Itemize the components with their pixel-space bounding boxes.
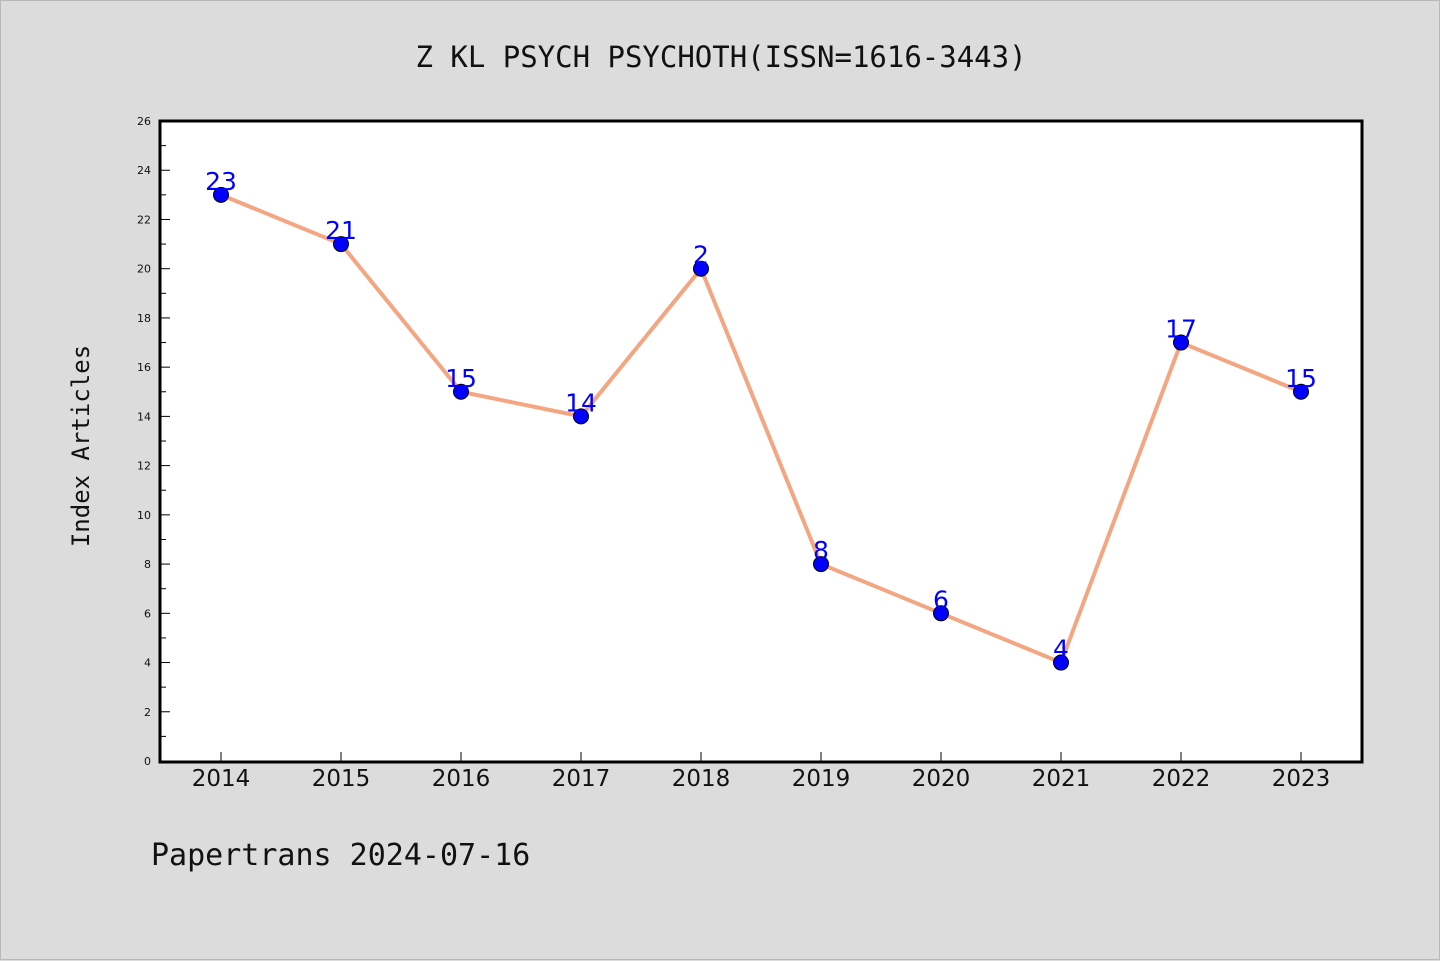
series-line-group: 23 21 15 14 2 8 6 4 17 15 [205, 167, 1317, 671]
data-label: 23 [205, 167, 237, 196]
data-point [1053, 654, 1069, 671]
data-point [1293, 383, 1309, 400]
y-tick-label: 10 [137, 509, 151, 522]
data-point [573, 408, 589, 425]
data-point [453, 383, 469, 400]
data-label: 4 [1053, 635, 1069, 664]
series-line [219, 192, 1303, 665]
x-tick-label: 2022 [1152, 766, 1211, 792]
y-tick-label: 16 [137, 361, 151, 374]
data-point [813, 556, 829, 573]
plot-area [158, 119, 1364, 764]
x-tick-label: 2014 [192, 766, 251, 792]
x-tick-label: 2019 [792, 766, 851, 792]
data-point [1173, 334, 1189, 351]
chart-title: Z KL PSYCH PSYCHOTH(ISSN=1616-3443) [415, 40, 1026, 74]
data-point [693, 260, 709, 277]
y-tick-label: 20 [137, 263, 151, 276]
data-label: 15 [1285, 364, 1317, 393]
data-point [933, 605, 949, 622]
y-tick-label: 12 [137, 460, 151, 473]
x-tick-label: 2020 [912, 766, 971, 792]
x-tick-label: 2015 [312, 766, 371, 792]
y-tick-label: 14 [137, 410, 151, 423]
data-label: 2 [693, 241, 709, 270]
y-tick-label: 18 [137, 312, 151, 325]
footer-credit: Papertrans 2024-07-16 [151, 838, 530, 873]
x-tick-label: 2018 [672, 766, 731, 792]
y-tick-label: 4 [144, 657, 151, 670]
x-tick-label: 2023 [1272, 766, 1331, 792]
data-label: 14 [565, 388, 597, 417]
data-label: 6 [933, 585, 949, 614]
data-point [333, 236, 349, 253]
y-tick-label: 24 [137, 164, 151, 177]
data-label: 17 [1165, 315, 1197, 344]
y-axis-label: Index Articles [67, 345, 95, 547]
data-label: 8 [813, 536, 829, 565]
data-point [213, 186, 229, 203]
x-tick-label: 2016 [432, 766, 491, 792]
x-tick-label: 2021 [1032, 766, 1091, 792]
data-label: 15 [445, 364, 477, 393]
y-tick-label: 26 [137, 115, 151, 128]
x-tick-label: 2017 [552, 766, 611, 792]
y-tick-label: 0 [144, 755, 151, 768]
data-label: 21 [325, 216, 357, 245]
y-tick-label: 22 [137, 213, 151, 226]
y-tick-label: 6 [144, 607, 151, 620]
y-tick-label: 2 [144, 706, 151, 719]
y-tick-label: 8 [144, 558, 151, 571]
